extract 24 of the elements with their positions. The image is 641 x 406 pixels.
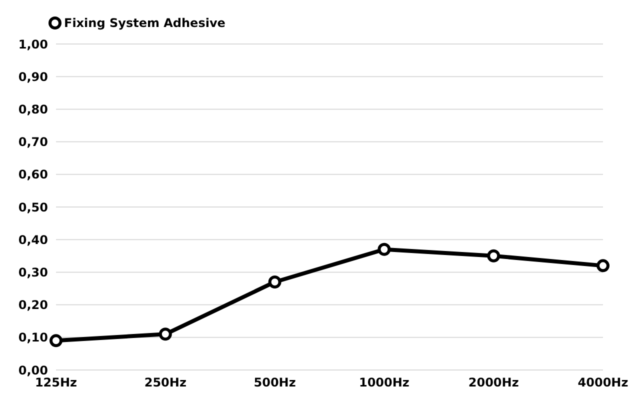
- point: [158, 328, 172, 341]
- legend-label: Fixing System Adhesive: [63, 16, 226, 30]
- y-tick-label: 0,30: [18, 265, 48, 280]
- x-tick-label: 1000Hz: [358, 376, 410, 390]
- y-tick-label: 0,50: [18, 200, 48, 214]
- y-tick-label: 0,90: [18, 70, 48, 84]
- x-tick-label: 125Hz: [34, 376, 78, 390]
- y-tick-label: 0,40: [18, 232, 48, 247]
- x-tick-label: 2000Hz: [468, 376, 519, 390]
- y-tick-label: 0,00: [18, 363, 48, 378]
- y-tick-label: 0,80: [18, 102, 48, 116]
- point: [596, 259, 610, 272]
- point: [268, 275, 282, 288]
- x-tick-label: 250Hz: [144, 376, 186, 390]
- y-tick-label: 0,60: [18, 168, 48, 182]
- y-tick-label: 0,70: [18, 135, 48, 150]
- y-tick-label: 0,10: [18, 330, 48, 345]
- point: [487, 249, 500, 262]
- y-tick-label: 1,00: [18, 37, 48, 52]
- x-tick-label: 4000Hz: [578, 376, 628, 390]
- y-tick-label: 0,20: [18, 298, 48, 312]
- point: [378, 242, 391, 256]
- x-tick-label: 500Hz: [254, 376, 296, 390]
- point: [50, 334, 62, 348]
